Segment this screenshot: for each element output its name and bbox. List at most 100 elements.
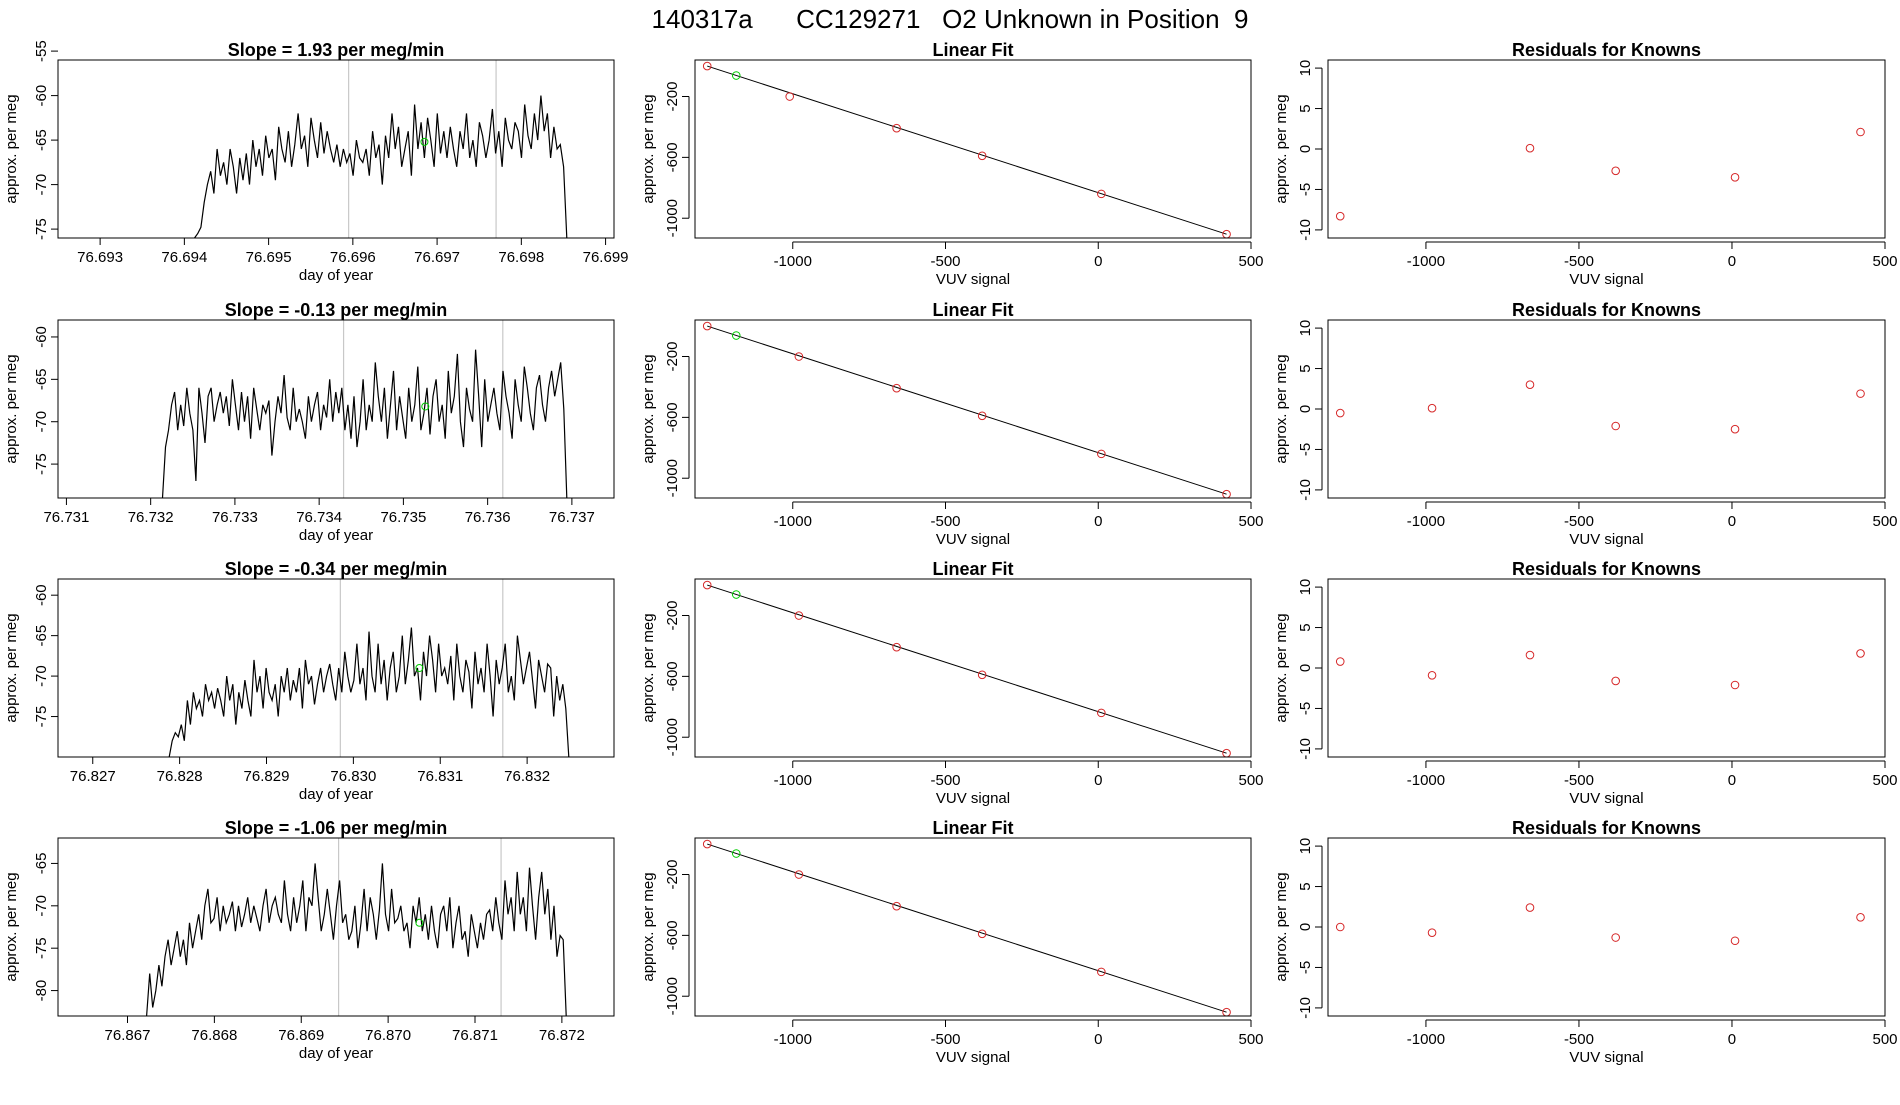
plot-frame [1327,578,1886,758]
plot-area [161,320,568,498]
residual-point [1335,211,1345,221]
plot-frame [57,59,615,239]
x-axis-label: VUV signal [1569,790,1643,807]
x-tick-label: -500 [1564,772,1594,789]
x-tick-label: 76.734 [296,509,342,526]
y-tick-label: -1000 [664,459,681,497]
known-point [892,123,901,133]
x-tick-label: -1000 [1407,1031,1445,1048]
panel-title: Residuals for Knowns [1512,300,1701,320]
y-tick-label: -1000 [664,199,681,237]
x-tick-label: -500 [930,772,960,789]
x-tick-label: 76.830 [330,768,376,785]
plot-area [1335,127,1865,221]
known-point [1097,708,1106,718]
x-tick-label: 76.871 [452,1027,498,1044]
x-tick-label: -500 [1564,513,1594,530]
plot-frame [694,319,1252,499]
panel-title: Linear Fit [932,300,1013,320]
figure-title: 140317a CC129271 O2 Unknown in Position … [651,4,1249,34]
plot-frame [57,578,615,758]
x-tick-label: 0 [1728,253,1736,270]
plot-area [702,61,1231,238]
residual-point [1427,670,1437,680]
y-tick-label: -75 [33,453,50,475]
residual-point [1525,143,1535,153]
residual-point [1730,680,1740,690]
y-tick-label: -10 [1297,479,1314,501]
x-axis-label: VUV signal [936,531,1010,548]
x-tick-label: -1000 [1407,253,1445,270]
known-point [977,929,987,939]
y-tick-label: -65 [33,129,50,151]
residual-point [1525,650,1535,660]
y-tick-label: -55 [33,40,50,62]
panel-title: Slope = -0.34 per meg/min [225,559,448,579]
x-tick-label: 0 [1728,513,1736,530]
y-tick-label: -80 [33,980,50,1002]
plot-frame [694,578,1252,758]
x-tick-label: 0 [1094,513,1102,530]
x-tick-label: 76.696 [330,249,376,266]
y-tick-label: 0 [1297,923,1314,931]
panel-12: Residuals for Knowns -1000 -500 0 500 VUV sig… [1273,818,1898,1066]
residual-point [1730,424,1740,434]
residual-point [1730,173,1740,182]
y-tick-label: -5 [1297,443,1314,456]
unknown-point [731,849,741,858]
residual-point [1730,936,1740,946]
unknown-point [731,331,741,340]
known-point [977,151,987,161]
y-tick-label: -10 [1297,997,1314,1019]
plot-frame [1327,319,1886,499]
y-tick-label: 10 [1297,320,1314,337]
x-tick-label: 500 [1872,513,1897,530]
y-tick-label: 5 [1297,364,1314,372]
panel-6: Residuals for Knowns -1000 -500 0 500 VUV sig… [1273,300,1898,548]
panel-9: Residuals for Knowns -1000 -500 0 500 VUV sig… [1273,559,1898,807]
fit-line [707,65,1227,235]
panel-title: Linear Fit [932,559,1013,579]
x-tick-label: 500 [1238,772,1263,789]
y-axis-label: approx. per meg [1273,94,1290,203]
residual-point [1611,676,1620,686]
panel-title: Residuals for Knowns [1512,559,1701,579]
x-tick-label: 76.736 [465,509,511,526]
panel-title: Slope = -0.13 per meg/min [225,300,448,320]
y-tick-label: -65 [33,368,50,390]
x-tick-label: 0 [1728,1031,1736,1048]
y-tick-label: -60 [33,326,50,348]
x-tick-label: 76.829 [244,768,290,785]
x-tick-label: 500 [1238,1031,1263,1048]
x-axis-label: VUV signal [1569,1049,1643,1066]
y-tick-label: -65 [33,853,50,875]
known-point [1097,189,1106,199]
residual-point [1525,903,1535,912]
panel-5: Linear Fit -1000 -500 0 500 VUV signal -1000 -6… [640,300,1264,548]
known-point [702,580,712,590]
x-tick-label: -1000 [1407,513,1445,530]
residual-point [1611,933,1620,942]
residual-point [1611,421,1620,431]
x-tick-label: -1000 [1407,772,1445,789]
y-tick-label: -5 [1297,183,1314,196]
panel-title: Slope = 1.93 per meg/min [228,40,445,60]
residual-point [1856,389,1865,398]
unknown-point [731,590,741,599]
plot-area [1335,380,1865,434]
known-point [892,901,901,911]
x-tick-label: 76.737 [549,509,595,526]
y-tick-label: -200 [664,859,681,889]
fit-line [707,584,1227,754]
y-tick-label: 0 [1297,145,1314,153]
y-tick-label: -1000 [664,977,681,1015]
plot-area [168,579,570,757]
y-tick-label: -70 [33,174,50,196]
residual-point [1427,403,1437,413]
panel-title: Residuals for Knowns [1512,818,1701,838]
x-tick-label: 76.831 [417,768,463,785]
x-axis-label: VUV signal [1569,531,1643,548]
y-tick-label: -75 [33,937,50,959]
y-tick-label: 10 [1297,579,1314,596]
